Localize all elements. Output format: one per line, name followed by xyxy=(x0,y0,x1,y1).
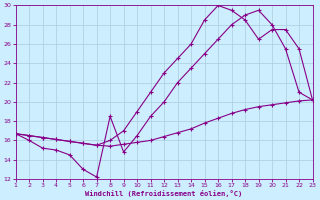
X-axis label: Windchill (Refroidissement éolien,°C): Windchill (Refroidissement éolien,°C) xyxy=(85,190,243,197)
